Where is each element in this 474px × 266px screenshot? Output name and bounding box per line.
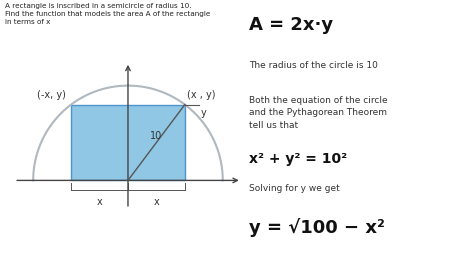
Text: y = √100 − x²: y = √100 − x² (249, 218, 385, 237)
Text: (x , y): (x , y) (187, 90, 215, 100)
Text: Solving for y we get: Solving for y we get (249, 184, 339, 193)
Bar (71, 105, 185, 180)
Text: y: y (201, 108, 207, 118)
Text: 10: 10 (150, 131, 162, 141)
Text: x² + y² = 10²: x² + y² = 10² (249, 152, 347, 166)
Text: The radius of the circle is 10: The radius of the circle is 10 (249, 61, 378, 70)
Text: x: x (154, 197, 159, 207)
Text: (-x, y): (-x, y) (37, 90, 66, 100)
Text: A = 2x·y: A = 2x·y (249, 16, 333, 34)
Text: x: x (97, 197, 102, 207)
Text: Both the equation of the circle
and the Pythagorean Theorem
tell us that: Both the equation of the circle and the … (249, 96, 387, 130)
Text: A rectangle is inscribed in a semicircle of radius 10.
Find the function that mo: A rectangle is inscribed in a semicircle… (5, 3, 210, 25)
